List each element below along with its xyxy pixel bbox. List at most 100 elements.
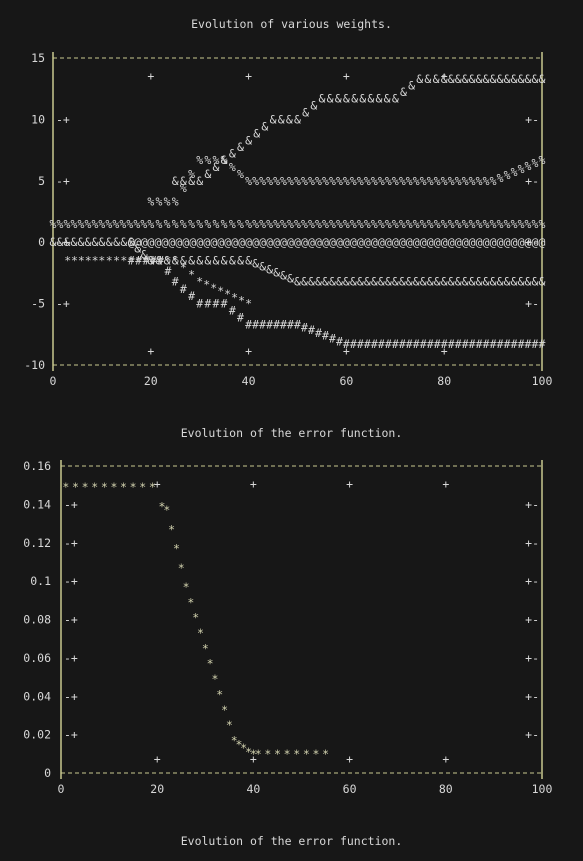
series-1-marker: & xyxy=(462,274,469,288)
series-0-point: * xyxy=(178,561,185,575)
series-1-marker: & xyxy=(259,260,266,274)
x-tick-label: 100 xyxy=(532,374,553,385)
series-6-marker: & xyxy=(490,72,497,86)
series-1-marker: & xyxy=(106,235,113,249)
series-0-marker: % xyxy=(84,217,91,231)
x-tick-mark-top: + xyxy=(154,477,161,491)
series-1-marker: & xyxy=(434,274,441,288)
series-0-marker: % xyxy=(420,217,427,231)
series-5-marker: % xyxy=(385,174,392,188)
series-2-marker: @ xyxy=(462,235,469,249)
series-2-marker: @ xyxy=(525,235,532,249)
series-2-marker: @ xyxy=(175,235,182,249)
series-1-marker: & xyxy=(441,274,448,288)
series-5-marker: % xyxy=(196,153,203,167)
series-5-marker: % xyxy=(371,174,378,188)
series-1-marker: & xyxy=(141,247,148,261)
series-2-marker: @ xyxy=(413,235,420,249)
series-0-marker: % xyxy=(164,217,171,231)
series-5-marker: % xyxy=(294,174,301,188)
series-1-marker: & xyxy=(196,254,203,268)
series-5-marker: % xyxy=(180,181,187,195)
series-4-marker: # xyxy=(221,297,228,311)
y-tick-label: 0.14 xyxy=(23,497,51,511)
series-2-marker: @ xyxy=(315,235,322,249)
series-5-marker: % xyxy=(308,174,315,188)
series-5-marker: % xyxy=(245,174,252,188)
series-5-marker: % xyxy=(378,174,385,188)
series-5-marker: % xyxy=(259,174,266,188)
series-1-marker: & xyxy=(371,274,378,288)
series-3-marker: * xyxy=(231,290,238,304)
series-4-marker: # xyxy=(511,337,518,351)
series-5-marker: % xyxy=(336,174,343,188)
series-4-marker: # xyxy=(420,337,427,351)
series-1-marker: & xyxy=(164,254,171,268)
series-4-marker: # xyxy=(164,264,171,278)
series-0-point: * xyxy=(72,480,79,494)
series-5-marker: % xyxy=(315,174,322,188)
series-6-marker: & xyxy=(335,92,342,106)
series-6-marker: & xyxy=(310,98,317,112)
series-4-marker: # xyxy=(406,337,413,351)
series-4-marker: # xyxy=(188,289,195,303)
series-2-marker: @ xyxy=(350,235,357,249)
series-0-marker: % xyxy=(133,217,140,231)
series-3-marker: * xyxy=(71,254,78,268)
series-0-marker: % xyxy=(245,217,252,231)
series-0-marker: % xyxy=(455,217,462,231)
series-2-marker: @ xyxy=(490,235,497,249)
series-5-marker: % xyxy=(448,174,455,188)
x-tick-label: 60 xyxy=(339,374,353,385)
series-6-marker: & xyxy=(525,72,532,86)
series-2-marker: @ xyxy=(420,235,427,249)
series-1-marker: & xyxy=(497,274,504,288)
series-2-marker: @ xyxy=(476,235,483,249)
series-2-marker: @ xyxy=(322,235,329,249)
series-5-marker: % xyxy=(392,174,399,188)
series-4-marker: # xyxy=(427,337,434,351)
y-tick-mark-left: -+ xyxy=(64,651,78,665)
series-3-marker: * xyxy=(180,261,187,275)
series-1-marker: & xyxy=(483,274,490,288)
y-tick-mark-left: -+ xyxy=(56,174,70,188)
y-tick-label: 0.02 xyxy=(23,728,51,742)
y-tick-label: 0.06 xyxy=(23,651,51,665)
series-4-marker: # xyxy=(357,337,364,351)
series-5-marker: % xyxy=(434,174,441,188)
series-3-marker: * xyxy=(188,268,195,282)
series-5-marker: % xyxy=(280,174,287,188)
series-2-marker: @ xyxy=(196,235,203,249)
series-1-marker: & xyxy=(322,274,329,288)
series-1-marker: & xyxy=(50,235,57,249)
series-0-point: * xyxy=(240,741,247,755)
series-0-point: * xyxy=(207,657,214,671)
series-4-marker: # xyxy=(448,337,455,351)
series-0-point: * xyxy=(149,480,156,494)
series-2-marker: @ xyxy=(483,235,490,249)
series-0-marker: % xyxy=(70,217,77,231)
series-1-marker: & xyxy=(229,254,236,268)
series-4-marker: # xyxy=(469,337,476,351)
series-0-marker: % xyxy=(539,217,546,231)
series-4-marker: # xyxy=(392,337,399,351)
x-tick-label: 100 xyxy=(532,782,553,796)
y-tick-label: 0 xyxy=(44,766,51,780)
series-5-marker: % xyxy=(511,165,518,179)
series-2-marker: @ xyxy=(203,235,210,249)
series-0-marker: % xyxy=(172,217,179,231)
series-2-marker: @ xyxy=(238,235,245,249)
y-tick-mark-right: +- xyxy=(525,235,539,249)
series-0-marker: % xyxy=(196,217,203,231)
series-0-point: * xyxy=(293,747,300,761)
series-4-marker: # xyxy=(434,337,441,351)
series-1-marker: & xyxy=(469,274,476,288)
series-5-marker: % xyxy=(483,174,490,188)
y-tick-mark-right: +- xyxy=(525,536,539,550)
series-4-marker: # xyxy=(532,337,539,351)
series-0-point: * xyxy=(91,480,98,494)
series-0-point: * xyxy=(163,503,170,517)
weights-chart: 15 10 -+ +- 5 -+ +- 0 -+ +- -5 -+ +- -10 0 20 + +40 + +60 + +… xyxy=(24,51,553,385)
series-4-marker: # xyxy=(441,337,448,351)
series-0-marker: % xyxy=(504,217,511,231)
